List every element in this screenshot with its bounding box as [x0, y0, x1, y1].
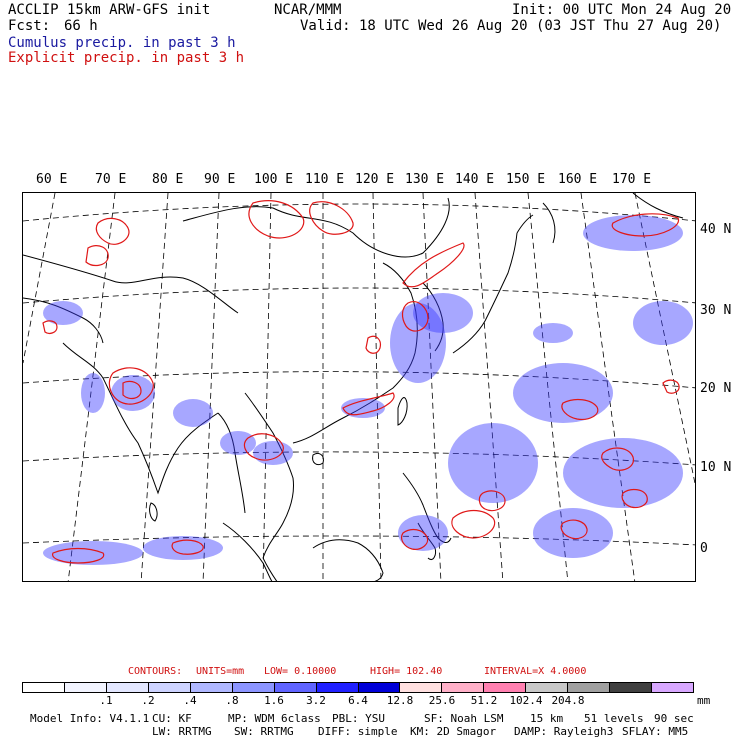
colorbar-segment — [232, 683, 275, 692]
footer-km: KM: 2D Smagor — [410, 725, 497, 738]
contours-units: UNITS=mm — [196, 666, 245, 677]
contours-low: LOW= 0.10000 — [264, 666, 337, 677]
lon-label: 130 E — [405, 172, 445, 187]
init-time: Init: 00 UTC Mon 24 Aug 20 — [512, 2, 732, 18]
colorbar-units: mm — [697, 694, 711, 707]
colorbar-segment — [400, 683, 443, 692]
colorbar-segment — [148, 683, 191, 692]
footer-model-info: Model Info: V4.1.1 — [30, 712, 150, 725]
lon-label: 70 E — [95, 172, 127, 187]
colorbar-segment — [652, 683, 693, 692]
forecast-label: Fcst: — [8, 18, 51, 34]
explicit-precip-label: Explicit precip. in past 3 h — [8, 50, 245, 66]
lon-label: 110 E — [305, 172, 345, 187]
cumulus-precip-shading — [43, 215, 693, 565]
colorbar-tick-label: 12.8 — [386, 694, 414, 707]
precipitation-map — [22, 192, 696, 582]
colorbar-tick-label: 6.4 — [348, 694, 368, 707]
colorbar-tick-label: 25.6 — [428, 694, 456, 707]
lon-label: 100 E — [254, 172, 294, 187]
contours-interval: INTERVAL=X 4.0000 — [484, 666, 587, 677]
footer-sw: SW: RRTMG — [234, 725, 294, 738]
colorbar-segment — [610, 683, 653, 692]
colorbar-segment — [484, 683, 527, 692]
lon-label: 160 E — [558, 172, 598, 187]
footer-damp: DAMP: Rayleigh3 — [514, 725, 614, 738]
footer-levels: 51 levels — [584, 712, 644, 725]
contours-high: HIGH= 102.40 — [370, 666, 443, 677]
valid-time: Valid: 18 UTC Wed 26 Aug 20 (03 JST Thu … — [300, 18, 722, 34]
lat-label: 30 N — [700, 303, 732, 318]
colorbar-segment — [442, 683, 485, 692]
colorbar-tick-label: 51.2 — [470, 694, 498, 707]
lon-label: 90 E — [204, 172, 236, 187]
lat-label: 10 N — [700, 460, 732, 475]
footer-timestep: 90 sec — [654, 712, 694, 725]
lon-label: 60 E — [36, 172, 68, 187]
colorbar-segment — [106, 683, 149, 692]
graticule — [23, 193, 695, 581]
colorbar-tick-label: 102.4 — [509, 694, 543, 707]
center-name: NCAR/MMM — [274, 2, 342, 18]
colorbar-segment — [274, 683, 317, 692]
footer-mp: MP: WDM 6class — [228, 712, 321, 725]
footer-sf: SF: Noah LSM — [424, 712, 504, 725]
precip-colorbar — [22, 682, 694, 693]
forecast-value: 66 h — [64, 18, 98, 34]
map-canvas — [23, 193, 695, 581]
colorbar-tick-label: 204.8 — [551, 694, 585, 707]
colorbar-segment — [358, 683, 401, 692]
colorbar-tick-label: .2 — [141, 694, 155, 707]
lat-label: 0 — [700, 541, 708, 556]
colorbar-segment — [64, 683, 107, 692]
colorbar-tick-label: .8 — [225, 694, 239, 707]
colorbar-segment — [568, 683, 611, 692]
lat-label: 40 N — [700, 222, 732, 237]
footer-sflay: SFLAY: MM5 — [622, 725, 689, 738]
colorbar-segment — [23, 683, 65, 692]
colorbar-segment — [190, 683, 233, 692]
model-title: ACCLIP 15km ARW-GFS init — [8, 2, 211, 18]
lon-label: 150 E — [506, 172, 546, 187]
lon-label: 80 E — [152, 172, 184, 187]
footer-diff: DIFF: simple — [318, 725, 398, 738]
colorbar-segment — [526, 683, 569, 692]
lon-label: 120 E — [355, 172, 395, 187]
colorbar-segment — [316, 683, 359, 692]
contours-prefix: CONTOURS: — [128, 666, 183, 677]
coastlines — [23, 193, 684, 581]
colorbar-tick-label: .4 — [183, 694, 197, 707]
footer-lw: LW: RRTMG — [152, 725, 212, 738]
footer-pbl: PBL: YSU — [332, 712, 385, 725]
lat-label: 20 N — [700, 381, 732, 396]
explicit-precip-contours — [42, 200, 680, 564]
colorbar-tick-label: 3.2 — [306, 694, 326, 707]
lon-label: 140 E — [455, 172, 495, 187]
cumulus-precip-label: Cumulus precip. in past 3 h — [8, 35, 236, 51]
footer-cu: CU: KF — [152, 712, 192, 725]
footer-resolution: 15 km — [530, 712, 564, 725]
colorbar-tick-label: .1 — [99, 694, 113, 707]
lon-label: 170 E — [612, 172, 652, 187]
colorbar-tick-label: 1.6 — [264, 694, 284, 707]
